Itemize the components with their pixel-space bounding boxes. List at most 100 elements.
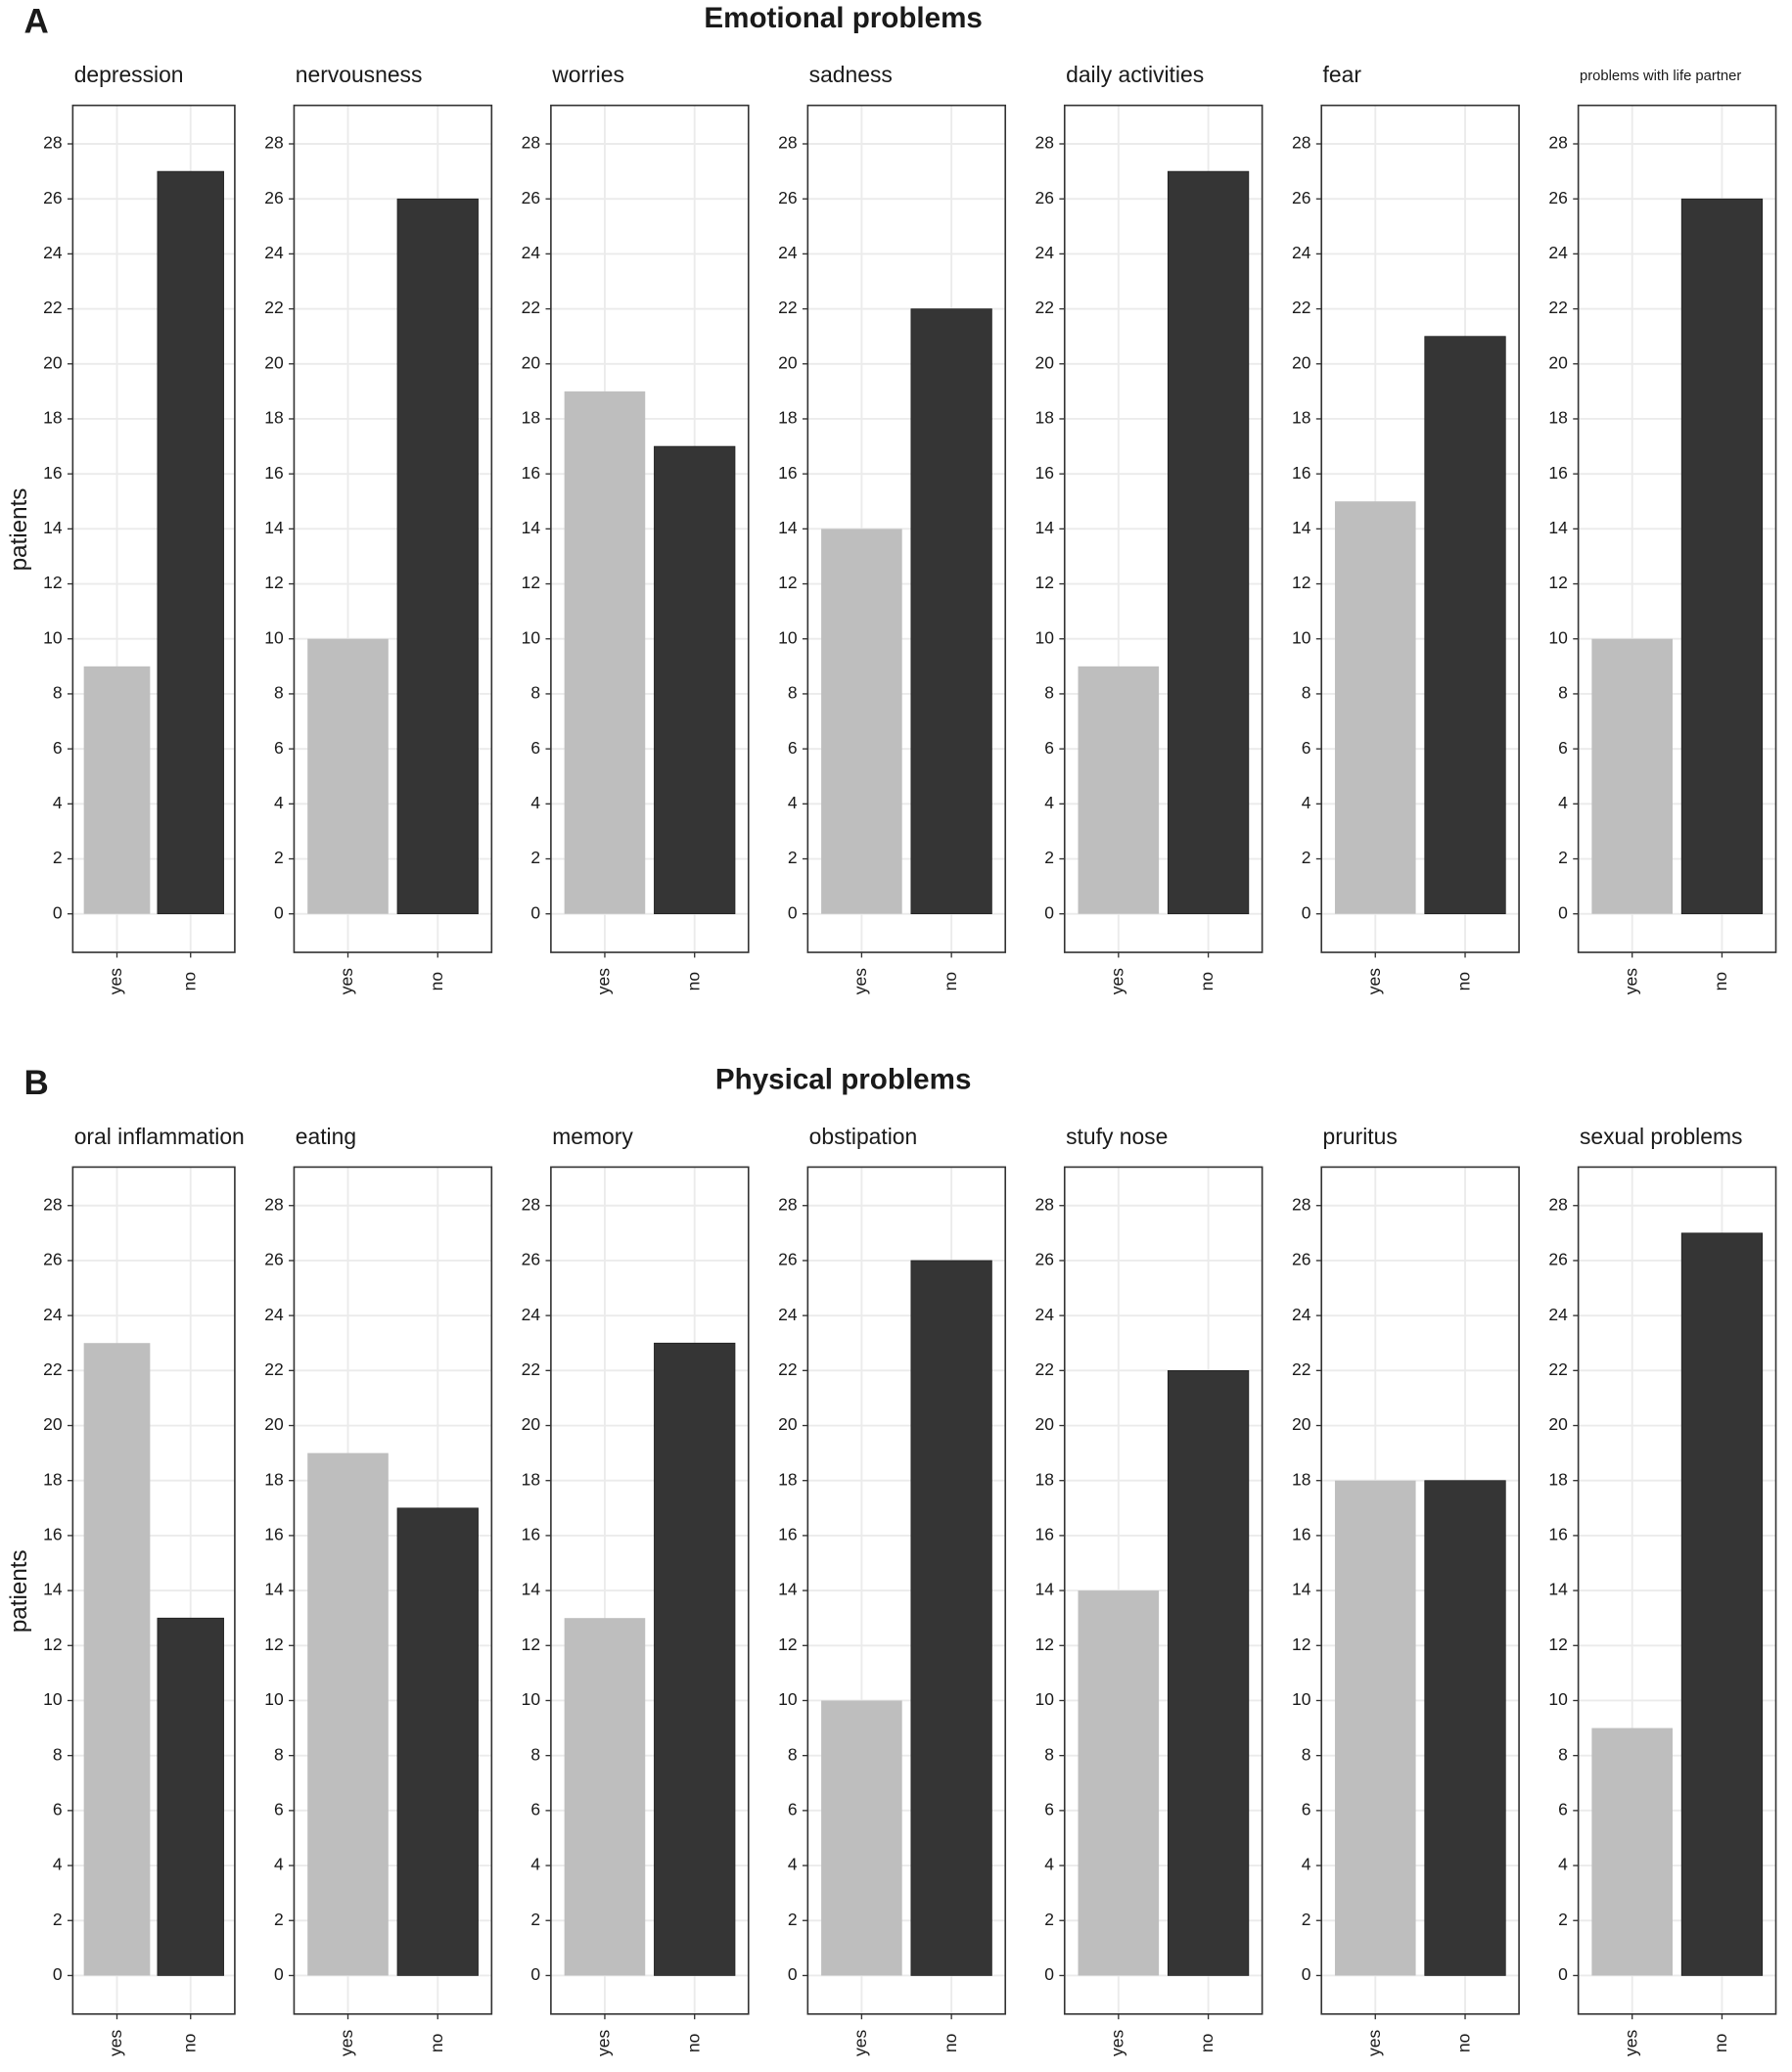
y-tick-label: 0	[1302, 1964, 1311, 1984]
plot-border	[1577, 1166, 1777, 2015]
x-tick-label: yes	[1621, 2030, 1640, 2056]
y-tick-label: 28	[1548, 1194, 1567, 1214]
y-tick-label: 10	[522, 1689, 541, 1709]
chart-title: nervousness	[296, 62, 423, 87]
y-tick-label: 4	[53, 1855, 63, 1874]
y-tick-label: 2	[53, 1910, 63, 1929]
y-tick-label: 22	[1292, 1359, 1310, 1379]
y-tick-label: 0	[1044, 1964, 1054, 1984]
y-tick-label: 28	[264, 1194, 283, 1214]
y-tick-label: 8	[1558, 683, 1568, 703]
y-tick-label: 24	[778, 243, 798, 262]
y-tick-label: 22	[1035, 298, 1054, 317]
y-tick-label: 24	[43, 243, 63, 262]
bar	[564, 391, 646, 914]
y-tick-label: 6	[788, 1799, 798, 1819]
y-tick-label: 2	[274, 1910, 284, 1929]
y-tick-label: 8	[274, 1744, 284, 1764]
y-tick-label: 24	[264, 243, 284, 262]
y-tick-label: 16	[1548, 1525, 1567, 1544]
bar	[1591, 1727, 1673, 1976]
y-tick-label: 20	[1035, 352, 1055, 372]
y-tick-label: 12	[1035, 1635, 1054, 1654]
panel-label: A	[24, 2, 49, 40]
y-tick-label: 28	[522, 1194, 540, 1214]
y-tick-label: 24	[522, 243, 541, 262]
y-tick-label: 2	[1558, 1910, 1568, 1929]
y-tick-label: 26	[1292, 1250, 1310, 1269]
y-tick-label: 16	[43, 463, 62, 483]
x-tick-label: no	[683, 2034, 703, 2052]
y-tick-label: 4	[530, 793, 540, 812]
y-tick-label: 20	[1292, 352, 1311, 372]
y-tick-label: 14	[1548, 1580, 1568, 1599]
panel-label: B	[24, 1064, 49, 1102]
y-tick-label: 10	[1292, 627, 1311, 647]
y-tick-label: 14	[43, 1580, 63, 1599]
y-tick-label: 6	[530, 1799, 540, 1819]
y-tick-label: 26	[522, 1250, 540, 1269]
y-tick-label: 18	[264, 1469, 283, 1489]
y-tick-label: 28	[1292, 133, 1310, 153]
y-tick-label: 24	[264, 1305, 284, 1324]
y-tick-label: 28	[1035, 133, 1054, 153]
y-tick-label: 6	[1044, 738, 1054, 758]
y-tick-label: 2	[53, 848, 63, 867]
y-tick-label: 16	[778, 463, 797, 483]
y-tick-label: 2	[788, 1910, 798, 1929]
y-tick-label: 4	[1044, 793, 1054, 812]
y-tick-label: 10	[522, 627, 541, 647]
y-tick-label: 26	[43, 188, 62, 207]
y-tick-label: 12	[1292, 1635, 1310, 1654]
y-tick-label: 24	[1035, 243, 1055, 262]
y-tick-label: 16	[1035, 463, 1054, 483]
chart-title: sadness	[809, 62, 893, 87]
y-tick-label: 0	[530, 1964, 540, 1984]
y-tick-label: 2	[1044, 848, 1054, 867]
bar	[821, 1700, 902, 1976]
y-tick-label: 24	[1292, 1305, 1311, 1324]
plot-border	[293, 1166, 493, 2015]
y-tick-label: 0	[788, 1964, 798, 1984]
y-tick-label: 22	[43, 1359, 62, 1379]
y-tick-label: 8	[788, 683, 798, 703]
y-tick-label: 8	[1558, 1744, 1568, 1764]
bar	[1680, 198, 1764, 915]
y-tick-label: 2	[1558, 848, 1568, 867]
y-tick-label: 18	[778, 1469, 797, 1489]
y-tick-label: 12	[1548, 573, 1567, 592]
y-tick-label: 6	[1044, 1799, 1054, 1819]
y-tick-label: 12	[43, 573, 62, 592]
y-tick-label: 2	[274, 848, 284, 867]
x-tick-label: yes	[850, 968, 870, 994]
plot-border	[806, 1166, 1007, 2015]
y-tick-label: 20	[778, 1414, 798, 1434]
bar	[564, 1618, 646, 1976]
y-tick-label: 24	[1548, 1305, 1568, 1324]
y-tick-label: 18	[264, 408, 283, 428]
y-tick-label: 0	[274, 1964, 284, 1984]
y-tick-label: 28	[1035, 1194, 1054, 1214]
bar	[157, 170, 224, 915]
y-tick-label: 2	[1302, 1910, 1311, 1929]
plot-border	[1320, 104, 1520, 953]
y-tick-label: 26	[1035, 188, 1054, 207]
x-tick-label: no	[941, 972, 960, 990]
y-tick-label: 20	[43, 352, 63, 372]
y-tick-label: 26	[778, 1250, 797, 1269]
y-tick-label: 10	[1035, 627, 1055, 647]
y-tick-label: 22	[1548, 1359, 1567, 1379]
y-tick-label: 14	[1548, 518, 1568, 537]
y-tick-label: 20	[1548, 352, 1568, 372]
bar	[1167, 1369, 1250, 1976]
y-tick-label: 12	[778, 1635, 797, 1654]
y-tick-label: 0	[1302, 902, 1311, 922]
y-tick-label: 6	[53, 738, 63, 758]
y-tick-label: 8	[274, 683, 284, 703]
y-tick-label: 28	[264, 133, 283, 153]
plot-border	[1063, 104, 1264, 953]
y-tick-label: 20	[1548, 1414, 1568, 1434]
y-tick-label: 22	[264, 1359, 283, 1379]
bar	[1591, 638, 1673, 914]
y-tick-label: 8	[1302, 1744, 1311, 1764]
